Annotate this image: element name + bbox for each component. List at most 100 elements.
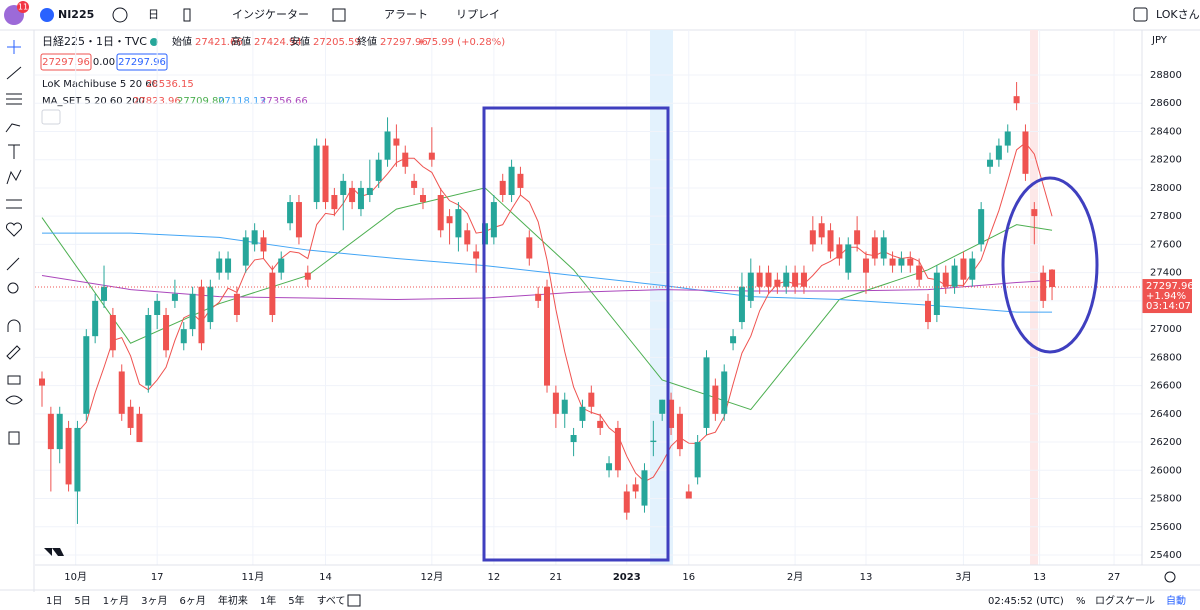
line-tool[interactable]	[6, 66, 22, 80]
cross-tool[interactable]	[7, 40, 21, 54]
tv-logo	[44, 548, 64, 556]
candle-body	[641, 470, 648, 506]
low-value: 27205.59	[313, 37, 361, 48]
price-axis: JPY	[35, 30, 1200, 566]
y-tick-label: 27600	[1150, 239, 1182, 250]
ma-value: 27356.66	[260, 96, 308, 107]
high-label: 高値	[231, 35, 251, 48]
candle-body	[995, 145, 1002, 160]
lock-draw-tool[interactable]	[6, 345, 21, 360]
candle-body	[278, 258, 285, 273]
user[interactable]: LOKさん	[1156, 8, 1200, 21]
alert[interactable]: アラート	[384, 8, 428, 21]
range-button[interactable]: 年初来	[218, 594, 248, 607]
trash-tool[interactable]	[8, 431, 20, 445]
lock-tool[interactable]	[7, 375, 21, 385]
interval[interactable]: 日	[148, 8, 159, 21]
candle-icon[interactable]	[183, 8, 191, 22]
collapse-button[interactable]	[41, 109, 61, 125]
candle-body	[171, 293, 178, 301]
x-tick-label: 12月	[420, 571, 443, 583]
favorite-tool[interactable]	[6, 222, 22, 237]
range-button[interactable]: 6ヶ月	[180, 595, 206, 607]
candle-body	[535, 293, 542, 301]
candle-body	[792, 272, 799, 287]
candle-body	[650, 440, 657, 443]
candle-body	[694, 442, 701, 478]
fib-tool[interactable]	[6, 93, 22, 105]
candle-body	[517, 173, 524, 188]
candle-body	[313, 145, 320, 203]
candle-body	[889, 258, 896, 266]
indicator-1: LoK Machibuse 5 20 60	[42, 79, 158, 90]
candle-body	[39, 378, 45, 386]
sell-price[interactable]: 27297.96	[42, 57, 90, 68]
sell-box[interactable]	[40, 53, 92, 71]
candle-body	[428, 152, 435, 160]
candle-body	[960, 258, 967, 280]
indicators[interactable]: インジケーター	[232, 8, 309, 21]
ellipse-drawing[interactable]	[1001, 176, 1099, 354]
range-button[interactable]: 5日	[74, 596, 90, 607]
log-toggle[interactable]: ログスケール	[1095, 594, 1155, 607]
candle-body	[402, 152, 409, 167]
percent-toggle[interactable]: %	[1076, 596, 1086, 607]
candle-body	[340, 180, 347, 195]
calendar-icon[interactable]	[347, 594, 361, 607]
settings-icon[interactable]	[1164, 571, 1176, 583]
range-button[interactable]: 1年	[260, 594, 276, 607]
magnet-tool[interactable]	[7, 319, 21, 332]
candle-body	[703, 357, 710, 428]
open-label: 始値	[172, 35, 192, 48]
y-tick-label: 26200	[1150, 437, 1182, 448]
layout-icon[interactable]	[332, 8, 346, 22]
candle-body	[588, 392, 595, 407]
currency[interactable]: JPY	[1151, 35, 1168, 46]
pattern-tool[interactable]	[6, 169, 22, 185]
range-button[interactable]: すべて	[317, 595, 346, 607]
text-tool[interactable]	[8, 144, 20, 159]
range-button[interactable]: 1日	[46, 596, 62, 607]
y-tick-label: 25600	[1150, 522, 1182, 533]
auto-toggle[interactable]: 自動	[1166, 594, 1186, 607]
symbol[interactable]: NI225	[58, 8, 94, 21]
candle-body	[251, 230, 258, 245]
candle-body	[712, 385, 719, 414]
range-button[interactable]: 1ヶ月	[103, 595, 129, 607]
range-button[interactable]: 5年	[288, 594, 304, 607]
candle-body	[1022, 131, 1029, 174]
rectangle-drawing[interactable]	[482, 106, 670, 562]
measure-tool[interactable]	[6, 199, 22, 209]
candle-body	[56, 413, 63, 450]
candle-body	[508, 166, 515, 195]
x-tick-label: 2023	[613, 572, 641, 583]
y-tick-label: 27400	[1150, 268, 1182, 279]
checkbox[interactable]	[1133, 7, 1148, 22]
candle-body	[942, 272, 949, 287]
candle-body	[322, 145, 329, 203]
add-icon[interactable]	[112, 7, 128, 23]
buy-box[interactable]	[116, 53, 168, 71]
badge-count: 11	[18, 3, 28, 12]
y-tick-label: 28800	[1150, 70, 1182, 81]
candle-body	[109, 315, 116, 351]
candle-body	[295, 202, 302, 238]
candle-body	[65, 427, 72, 485]
eye-tool[interactable]	[5, 395, 23, 405]
zoom-tool[interactable]	[7, 282, 19, 294]
brush-tool[interactable]	[5, 123, 21, 133]
candle-body	[83, 336, 90, 414]
candle-body	[561, 399, 568, 414]
candle-body	[623, 491, 630, 513]
candle-body	[862, 258, 869, 273]
candle-body	[384, 131, 391, 160]
replay[interactable]: リプレイ	[456, 8, 500, 21]
y-tick-label: 26000	[1150, 465, 1182, 476]
buy-price[interactable]: 27297.96	[118, 57, 166, 68]
y-tick-label: 25800	[1150, 494, 1182, 505]
candle-body	[366, 187, 373, 195]
range-button[interactable]: 3ヶ月	[141, 595, 167, 607]
ruler-tool[interactable]	[6, 257, 20, 271]
candle-body	[154, 300, 161, 315]
